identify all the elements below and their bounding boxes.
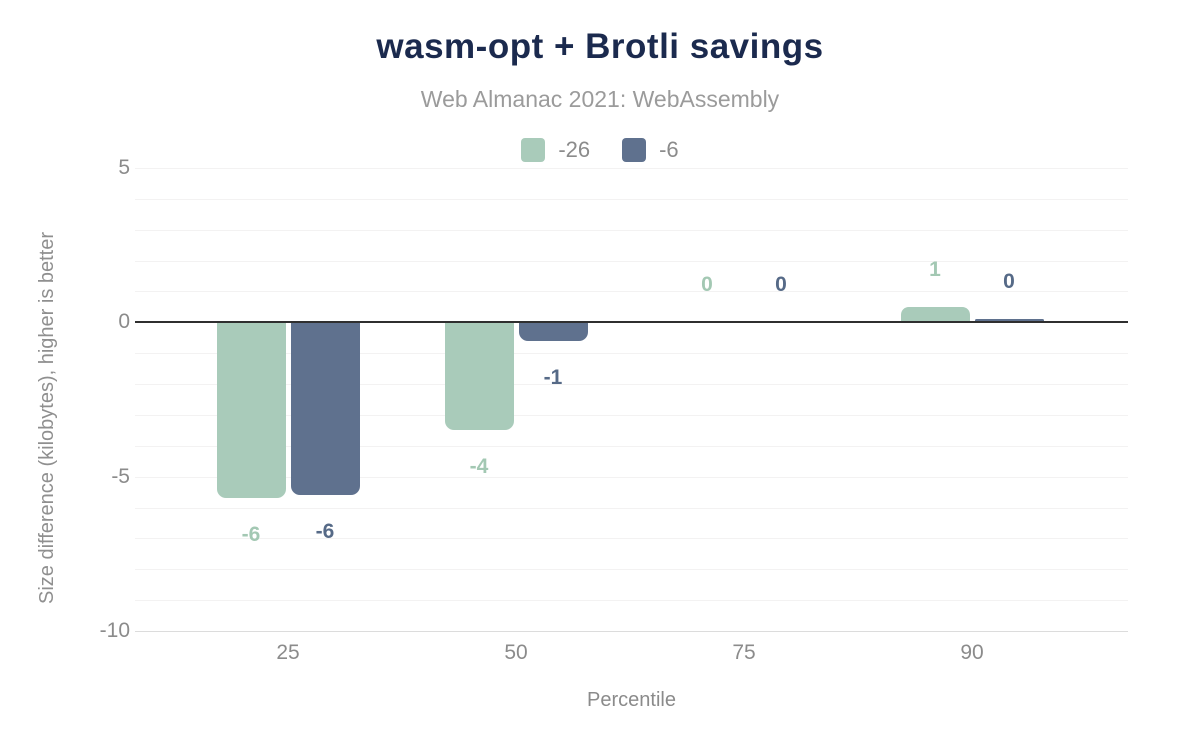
- bar-value-label: -1: [543, 366, 563, 389]
- y-tick-label: -10: [99, 619, 130, 642]
- gridline: [135, 291, 1128, 292]
- gridline: [135, 353, 1128, 354]
- bar--26-p25[interactable]: [216, 322, 286, 498]
- gridline: [135, 230, 1128, 231]
- bar-value-label: 0: [701, 273, 713, 296]
- gridline: [135, 538, 1128, 539]
- legend-item--6[interactable]: -6: [622, 137, 679, 163]
- x-axis-title: Percentile: [587, 689, 676, 711]
- legend-swatch-icon: [521, 138, 546, 162]
- gridline: [135, 446, 1128, 447]
- bar--26-p90[interactable]: [900, 307, 970, 322]
- y-axis-title: Size difference (kilobytes), higher is b…: [36, 231, 58, 605]
- gridline: [135, 199, 1128, 200]
- bar-value-label: 0: [775, 273, 787, 296]
- bar-value-label: 0: [1003, 270, 1015, 293]
- bar-value-label: -6: [315, 520, 335, 543]
- bar--6-p25[interactable]: [290, 322, 360, 495]
- bar--26-p50[interactable]: [444, 322, 514, 430]
- y-tick-label: -5: [111, 465, 130, 488]
- x-tick-label: 50: [504, 641, 528, 664]
- legend-swatch-icon: [622, 138, 647, 162]
- gridline: [135, 569, 1128, 570]
- y-tick-label: 0: [118, 310, 130, 333]
- legend-label: -26: [558, 137, 591, 162]
- bar--6-p90[interactable]: [974, 319, 1044, 322]
- legend: -26 -6: [0, 136, 1200, 164]
- gridline: [135, 168, 1128, 169]
- x-tick-label: 25: [276, 641, 300, 664]
- gridline: [135, 600, 1128, 601]
- gridline: [135, 415, 1128, 416]
- chart-title: wasm-opt + Brotli savings: [376, 27, 824, 66]
- legend-label: -6: [659, 137, 679, 162]
- gridline: [135, 631, 1128, 632]
- gridline: [135, 508, 1128, 509]
- gridline: [135, 384, 1128, 385]
- x-tick-label: 75: [732, 641, 756, 664]
- gridline: [135, 261, 1128, 262]
- gridline: [135, 477, 1128, 478]
- x-tick-label: 90: [960, 641, 984, 664]
- bar--6-p50[interactable]: [518, 322, 588, 341]
- bar-value-label: 1: [929, 258, 941, 281]
- legend-item--26[interactable]: -26: [521, 137, 590, 163]
- bar-value-label: -4: [469, 455, 489, 478]
- y-tick-label: 5: [118, 156, 130, 179]
- zero-axis-line: [135, 321, 1128, 323]
- bar-value-label: -6: [241, 523, 261, 546]
- chart-subtitle: Web Almanac 2021: WebAssembly: [420, 86, 780, 112]
